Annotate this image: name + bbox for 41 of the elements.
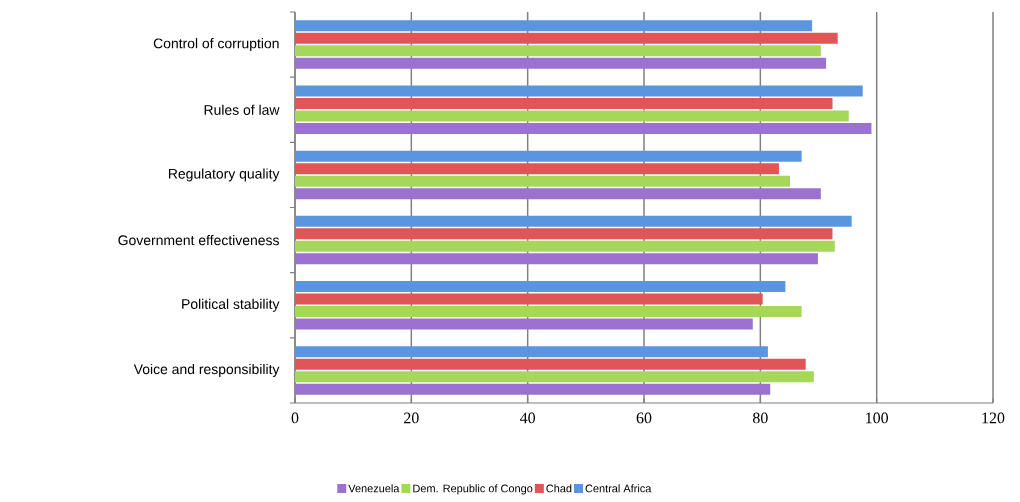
legend-label: Chad — [546, 484, 572, 493]
bar — [295, 123, 872, 135]
bar — [295, 32, 838, 44]
bar — [295, 318, 753, 330]
bar — [295, 175, 791, 187]
y-tick-label: Regulatory quality — [168, 168, 280, 182]
x-tick-label: 80 — [752, 412, 768, 424]
y-tick-label: Political stability — [182, 298, 280, 312]
bar — [295, 306, 802, 318]
bar — [295, 45, 821, 57]
legend-label: Central Africa — [585, 484, 652, 493]
bar — [295, 293, 763, 305]
bar — [295, 110, 849, 122]
bar — [295, 371, 814, 383]
bar — [295, 20, 813, 32]
legend-label: Venezuela — [348, 484, 400, 493]
x-tick-label: 100 — [866, 412, 889, 424]
bar — [295, 98, 833, 110]
x-tick-label: 20 — [404, 412, 419, 424]
bar — [295, 253, 818, 265]
y-tick-label: Voice and responsibility — [133, 363, 280, 377]
x-tick-label: 120 — [982, 412, 1005, 424]
bar — [295, 215, 852, 227]
bar — [295, 57, 827, 69]
x-tick-label: 40 — [520, 412, 536, 424]
bar — [295, 358, 806, 370]
bar — [295, 188, 821, 200]
legend-label: Dem. Republic of Congo — [413, 484, 533, 495]
bar — [295, 240, 835, 252]
y-tick-label: Control of corruption — [153, 38, 279, 52]
y-tick-label: Rules of law — [204, 104, 280, 115]
y-tick-label: Government effectiveness — [118, 234, 279, 246]
bar — [295, 228, 833, 240]
x-tick-label: 60 — [636, 412, 652, 424]
bar — [295, 281, 786, 293]
bar — [295, 383, 771, 395]
bar — [295, 85, 863, 97]
x-tick-label: 0 — [291, 412, 299, 424]
bar — [295, 163, 779, 175]
bar — [295, 346, 768, 358]
bar — [295, 150, 802, 162]
